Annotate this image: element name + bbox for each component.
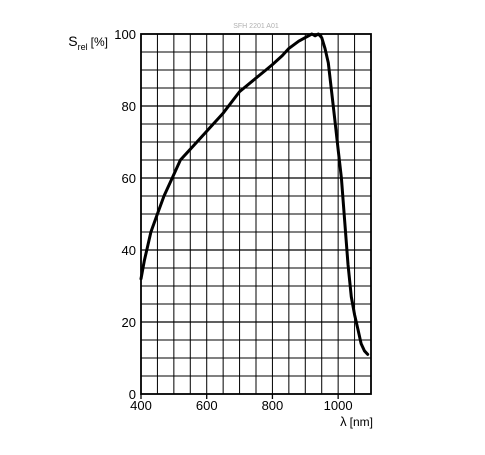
chart-id-text: SFH 2201 A01 xyxy=(233,23,279,30)
series-line-sensitivity xyxy=(139,32,370,356)
y-axis-label-sub: rel xyxy=(78,42,88,52)
y-tick-label: 100 xyxy=(114,27,136,42)
x-tick-label: 400 xyxy=(130,398,152,413)
x-axis-label-main: λ xyxy=(340,414,347,429)
x-tick-label: 1000 xyxy=(324,398,353,413)
x-axis-label: λ [nm] xyxy=(340,414,373,429)
x-tick-label: 800 xyxy=(262,398,284,413)
y-tick-label: 40 xyxy=(122,243,136,258)
y-tick-label: 60 xyxy=(122,171,136,186)
x-tick-label: 600 xyxy=(196,398,218,413)
y-axis-label: Srel [%] xyxy=(68,33,108,52)
plot-frame xyxy=(140,33,372,395)
y-tick-label: 80 xyxy=(122,99,136,114)
y-axis-label-unit: [%] xyxy=(91,35,108,49)
y-tick-labels: 0 20 40 60 80 100 xyxy=(114,27,136,402)
y-axis-label-main: S xyxy=(68,33,77,49)
y-tick-label: 0 xyxy=(129,387,136,402)
x-tick-labels: 400 600 800 1000 xyxy=(130,398,352,413)
y-tick-label: 20 xyxy=(122,315,136,330)
x-tick-marks xyxy=(140,394,339,399)
x-axis-label-unit: [nm] xyxy=(350,415,373,429)
